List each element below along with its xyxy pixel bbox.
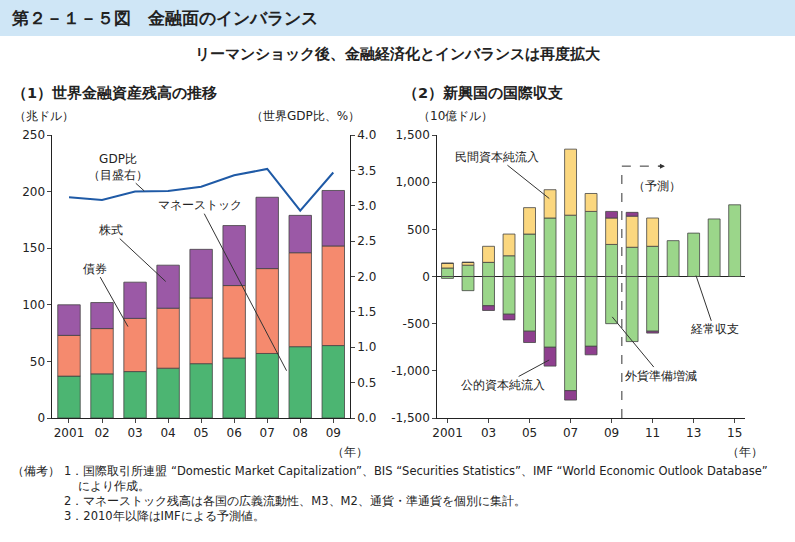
svg-text:06: 06 — [227, 426, 242, 440]
svg-text:09: 09 — [326, 426, 341, 440]
svg-text:-1,500: -1,500 — [391, 411, 430, 425]
svg-text:株式: 株式 — [98, 223, 123, 237]
svg-text:（1）世界金融資産残高の推移: （1）世界金融資産残高の推移 — [12, 84, 217, 101]
svg-text:（年）: （年） — [332, 445, 368, 459]
svg-text:04: 04 — [160, 426, 175, 440]
svg-text:2.0: 2.0 — [357, 270, 376, 284]
svg-text:1,000: 1,000 — [395, 175, 429, 189]
svg-text:15: 15 — [727, 426, 742, 440]
svg-text:11: 11 — [645, 426, 660, 440]
svg-text:02: 02 — [94, 426, 109, 440]
svg-text:（兆ドル）: （兆ドル） — [14, 109, 74, 123]
svg-text:3.5: 3.5 — [357, 164, 376, 178]
svg-text:-1,000: -1,000 — [391, 364, 430, 378]
svg-text:経常収支: 経常収支 — [690, 322, 739, 336]
svg-text:200: 200 — [22, 185, 45, 199]
html-text:（備考） 1．国際取引所連盟 “Domestic Marke: （備考） 1．国際取引所連盟 “Domestic Market Capitali… — [12, 464, 768, 493]
svg-text:4.0: 4.0 — [357, 128, 376, 142]
svg-text:09: 09 — [604, 426, 619, 440]
svg-text:GDP比（目盛右）: GDP比（目盛右） — [88, 152, 148, 182]
svg-text:03: 03 — [127, 426, 142, 440]
html-text:2．マネーストック残高は各国の広義流動性、M3、M2、通貨・: 2．マネーストック残高は各国の広義流動性、M3、M2、通貨・準通貨を個別に集計。 — [64, 494, 526, 508]
svg-text:（2）新興国の国際収支: （2）新興国の国際収支 — [403, 84, 563, 101]
svg-text:3.0: 3.0 — [357, 199, 376, 213]
svg-text:-500: -500 — [403, 317, 430, 331]
svg-text:0: 0 — [422, 270, 430, 284]
svg-text:公的資本純流入: 公的資本純流入 — [461, 378, 545, 392]
svg-text:150: 150 — [22, 241, 45, 255]
html-text:3．2010年以降はIMFによる予測値。: 3．2010年以降はIMFによる予測値。 — [64, 509, 265, 523]
svg-text:債券: 債券 — [83, 262, 107, 276]
svg-text:03: 03 — [481, 426, 496, 440]
svg-text:100: 100 — [22, 298, 45, 312]
svg-text:1.5: 1.5 — [357, 305, 376, 319]
svg-text:（年）: （年） — [727, 445, 763, 459]
svg-text:0: 0 — [37, 411, 45, 425]
svg-text:0.0: 0.0 — [357, 411, 376, 425]
svg-text:250: 250 — [22, 128, 45, 142]
html-text:リーマンショック後、金融経済化とインバランスは再度拡大: リーマンショック後、金融経済化とインバランスは再度拡大 — [195, 45, 600, 63]
svg-text:マネーストック: マネーストック — [158, 198, 242, 212]
svg-text:07: 07 — [563, 426, 578, 440]
svg-text:（世界GDP比、%）: （世界GDP比、%） — [251, 109, 360, 123]
svg-text:0.5: 0.5 — [357, 376, 376, 390]
svg-text:（予測）: （予測） — [633, 179, 681, 193]
svg-text:07: 07 — [260, 426, 275, 440]
svg-text:民間資本純流入: 民間資本純流入 — [455, 150, 539, 164]
svg-text:2.5: 2.5 — [357, 234, 376, 248]
svg-text:50: 50 — [30, 355, 45, 369]
svg-text:500: 500 — [407, 223, 430, 237]
svg-text:05: 05 — [193, 426, 208, 440]
svg-text:2001: 2001 — [54, 426, 85, 440]
svg-text:外貨準備増減: 外貨準備増減 — [625, 369, 697, 383]
svg-text:2001: 2001 — [432, 426, 463, 440]
svg-text:13: 13 — [686, 426, 701, 440]
svg-text:1,500: 1,500 — [395, 128, 429, 142]
svg-text:08: 08 — [293, 426, 308, 440]
svg-text:（10億ドル）: （10億ドル） — [418, 109, 493, 123]
html-text:第２－１－５図 金融面のインバランス: 第２－１－５図 金融面のインバランス — [12, 7, 318, 28]
svg-text:05: 05 — [522, 426, 537, 440]
svg-text:1.0: 1.0 — [357, 340, 376, 354]
